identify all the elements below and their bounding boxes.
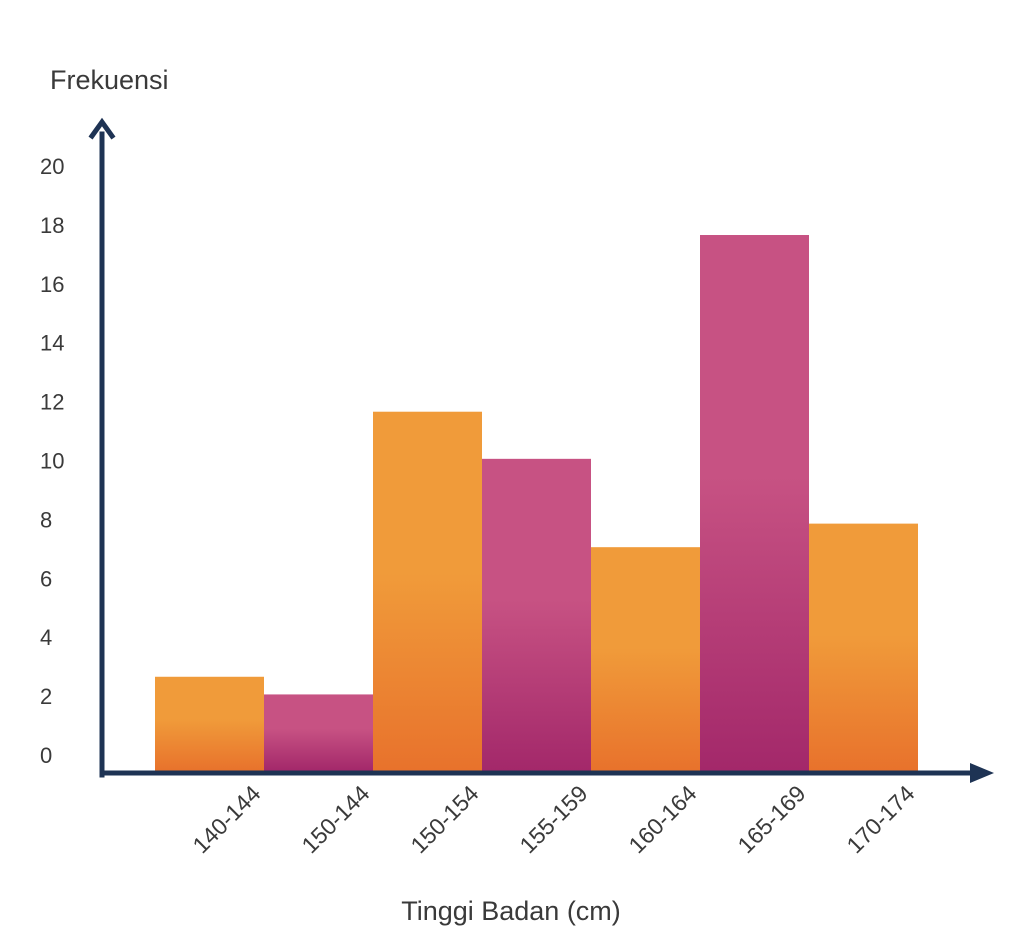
bar-160-164 [591,547,700,771]
x-tick-165-169: 165-169 [732,780,810,858]
y-tick-10: 10 [40,449,64,474]
y-tick-20: 20 [40,154,64,179]
bar-155-159 [482,458,591,771]
bar-165-169 [700,235,809,771]
x-axis-arrow [970,763,994,783]
bar-150-154 [373,411,482,771]
bar-140-144 [155,676,264,771]
x-axis-title: Tinggi Badan (cm) [401,896,621,926]
bars-layer [155,235,918,771]
y-tick-18: 18 [40,213,64,238]
y-tick-8: 8 [40,507,52,532]
bar-150-144 [264,694,373,771]
x-tick-170-174: 170-174 [841,780,919,858]
x-tick-140-144: 140-144 [187,780,265,858]
x-tick-150-154: 150-154 [405,780,483,858]
bar-170-174 [809,523,918,771]
y-tick-16: 16 [40,272,64,297]
x-tick-155-159: 155-159 [514,780,592,858]
y-tick-4: 4 [40,625,52,650]
y-tick-labels: 0 2 4 6 8 10 12 14 16 18 20 [40,154,64,768]
y-tick-2: 2 [40,684,52,709]
x-category-labels: 140-144 150-144 150-154 155-159 160-164 165-1… [187,780,919,858]
y-tick-12: 12 [40,390,64,415]
y-tick-14: 14 [40,331,64,356]
x-tick-150-144: 150-144 [296,780,374,858]
x-tick-160-164: 160-164 [623,780,701,858]
y-axis-title: Frekuensi [50,65,169,95]
axes-layer [88,117,994,783]
y-tick-6: 6 [40,566,52,591]
y-tick-0: 0 [40,743,52,768]
y-axis-arrow [88,117,116,140]
